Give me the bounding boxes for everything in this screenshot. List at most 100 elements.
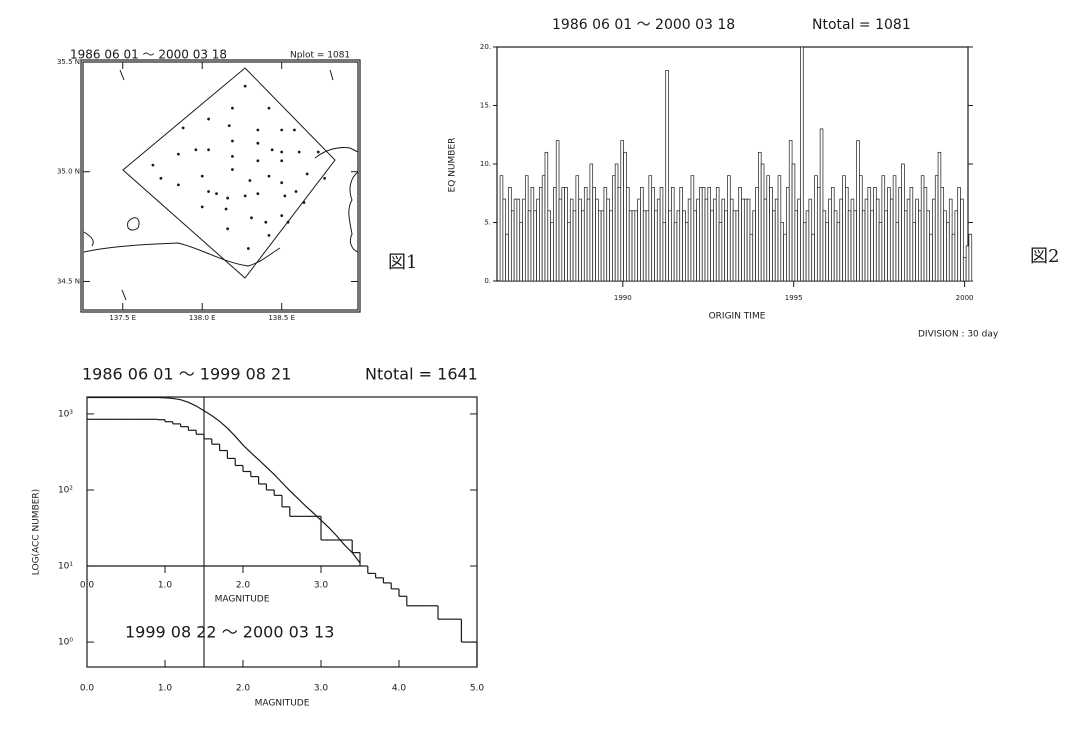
chart-title: 1986 06 01 ～ 2000 03 18: [70, 48, 227, 62]
bar: [505, 233, 509, 282]
bar: [659, 187, 664, 282]
bar: [889, 198, 894, 282]
bar: [499, 175, 504, 282]
bar: [710, 210, 714, 282]
bar: [808, 198, 813, 282]
y-tick-label: 10²: [58, 485, 73, 495]
map-frame: [82, 61, 359, 311]
bar: [665, 70, 669, 282]
bar: [553, 187, 557, 282]
bar: [867, 187, 872, 282]
bar: [822, 210, 827, 282]
bar: [522, 198, 526, 282]
bar: [741, 198, 745, 282]
bar: [530, 187, 535, 282]
bar: [940, 187, 945, 282]
bar: [612, 175, 616, 282]
epicenter: [280, 128, 284, 132]
epicenter: [256, 159, 260, 163]
period-annotation: 1999 08 22 ～ 2000 03 13: [125, 623, 334, 642]
x-tick-label: 138.0 E: [189, 314, 216, 322]
coastline: [314, 147, 359, 159]
bar: [828, 198, 832, 282]
x-tick-label: 1990: [614, 294, 632, 302]
bar: [575, 175, 580, 282]
epicenter: [227, 124, 231, 128]
epicenter: [267, 106, 271, 110]
bar: [620, 140, 624, 282]
bar: [595, 198, 599, 282]
bar: [802, 222, 807, 282]
bar: [965, 245, 970, 282]
inset-x-tick-label: 0.0: [80, 581, 95, 591]
y-tick-label: 15.: [480, 102, 491, 110]
epicenter: [226, 227, 230, 231]
bar: [805, 210, 810, 282]
bar: [578, 198, 582, 282]
x-tick-label: 2.0: [236, 684, 251, 694]
bar: [870, 210, 874, 282]
bar: [749, 233, 754, 282]
bar: [603, 187, 608, 282]
epicenter: [283, 194, 287, 198]
x-tick-label: 2000: [956, 294, 974, 302]
epicenter: [302, 201, 306, 204]
epicenter: [286, 220, 290, 224]
bar: [918, 210, 922, 282]
bar: [842, 175, 846, 282]
bar: [539, 187, 543, 282]
bar: [527, 210, 532, 282]
bar: [923, 187, 928, 282]
bar: [631, 210, 636, 282]
epicenter: [231, 168, 234, 171]
bar: [934, 175, 939, 282]
count-label: Ntotal = 1081: [812, 17, 911, 33]
bar: [640, 187, 644, 282]
epicenter: [256, 128, 260, 132]
bar: [645, 210, 650, 282]
epicenter: [243, 84, 247, 88]
epicenter: [250, 216, 253, 220]
inset-x-tick-label: 3.0: [314, 581, 329, 591]
epicenter: [256, 141, 260, 145]
bar: [755, 187, 759, 282]
x-tick-label: 1995: [785, 294, 803, 302]
epicenter: [316, 150, 320, 154]
bar: [878, 222, 883, 282]
bar: [547, 210, 551, 282]
bar: [853, 210, 857, 282]
bar: [831, 187, 835, 282]
bar: [746, 198, 751, 282]
epicenter: [207, 117, 210, 121]
epicenter: [280, 214, 284, 218]
epicenter: [176, 152, 180, 156]
bar: [732, 210, 737, 282]
bar: [951, 233, 956, 282]
coastline: [83, 231, 94, 247]
division-label: DIVISION : 30 day: [918, 330, 999, 340]
bar: [904, 210, 908, 282]
epicenter: [207, 190, 210, 193]
count-label: Ntotal = 1641: [365, 365, 478, 384]
bar: [954, 210, 959, 282]
coastline: [348, 171, 359, 253]
bar: [772, 210, 776, 282]
bar: [715, 187, 720, 282]
bar: [513, 198, 518, 282]
bar: [786, 187, 790, 282]
y-tick-label: 10.: [480, 160, 491, 168]
bar: [614, 163, 619, 282]
bar: [544, 151, 549, 282]
bar: [690, 175, 695, 282]
y-tick-label: 5.: [484, 219, 491, 227]
bar: [819, 128, 824, 282]
bar: [519, 222, 523, 282]
epicenter: [280, 150, 284, 154]
bar: [738, 187, 742, 282]
bar: [873, 187, 877, 282]
bar: [524, 175, 529, 282]
bar: [836, 222, 841, 282]
bar: [696, 198, 700, 282]
bar: [724, 210, 728, 282]
